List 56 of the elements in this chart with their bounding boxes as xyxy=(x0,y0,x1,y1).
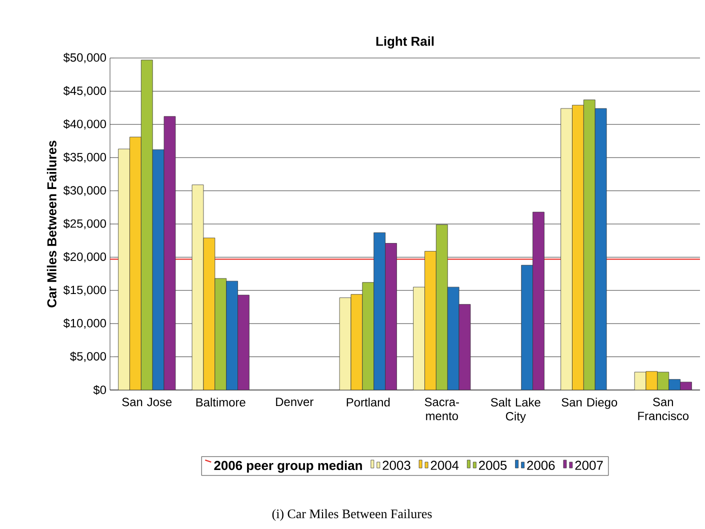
x-tick-label: San Diego xyxy=(562,398,618,409)
bar xyxy=(413,286,425,390)
bar xyxy=(385,243,397,390)
y-tick-label: $20,000 xyxy=(63,252,106,262)
bar xyxy=(214,278,227,390)
bar xyxy=(447,286,460,390)
y-tick-label: $10,000 xyxy=(63,318,106,329)
legend-label: 2006 peer group median xyxy=(214,460,362,473)
x-tick-label: Salt Lake City xyxy=(490,398,540,423)
legend-label: 2007 xyxy=(575,460,603,470)
legend-label: 2003 xyxy=(382,460,410,470)
y-tick-label: $30,000 xyxy=(63,186,106,196)
x-tick-label: Sacra- mento xyxy=(424,398,459,420)
bar xyxy=(584,100,596,390)
bar xyxy=(572,105,584,390)
bar xyxy=(238,294,250,390)
bar xyxy=(532,212,544,390)
y-tick-label: $45,000 xyxy=(63,86,106,96)
bar xyxy=(339,298,352,390)
x-tick-label: Baltimore xyxy=(196,398,246,407)
bar xyxy=(140,60,153,390)
legend-label: 2006 xyxy=(527,460,555,470)
legend-label: 2004 xyxy=(430,460,459,470)
bar xyxy=(521,264,533,390)
chart-title: Light Rail xyxy=(376,36,434,49)
x-tick-label: San Francisco xyxy=(638,398,689,420)
y-axis-title: Car Miles Between Failures xyxy=(46,140,56,308)
bar xyxy=(164,116,176,390)
bar xyxy=(458,304,471,390)
bar xyxy=(657,372,670,390)
bar xyxy=(226,280,238,390)
bar xyxy=(374,232,386,390)
x-tick-label: Denver xyxy=(276,398,314,406)
bar xyxy=(362,282,374,390)
y-tick-label: $35,000 xyxy=(63,152,106,163)
bar xyxy=(560,108,572,390)
bar xyxy=(350,294,363,390)
bar xyxy=(436,224,448,390)
x-tick-label: Portland xyxy=(346,398,390,407)
bar xyxy=(668,379,680,390)
y-tick-label: $5,000 xyxy=(70,352,106,362)
y-tick-label: $25,000 xyxy=(63,218,106,230)
bar xyxy=(192,184,204,390)
y-tick-label: $15,000 xyxy=(63,285,106,296)
text: (i) Car Miles Between Failures xyxy=(272,509,432,521)
bar xyxy=(130,136,142,390)
y-tick-label: $50,000 xyxy=(63,52,106,64)
legend-label: 2005 xyxy=(479,460,507,470)
bar xyxy=(152,149,164,390)
bar xyxy=(424,251,436,390)
y-tick-label: $40,000 xyxy=(63,119,106,130)
bar xyxy=(595,108,607,390)
bar xyxy=(118,148,130,390)
y-tick-label: $0 xyxy=(93,385,106,395)
x-tick-label: San Jose xyxy=(122,398,172,406)
bar xyxy=(203,238,216,390)
